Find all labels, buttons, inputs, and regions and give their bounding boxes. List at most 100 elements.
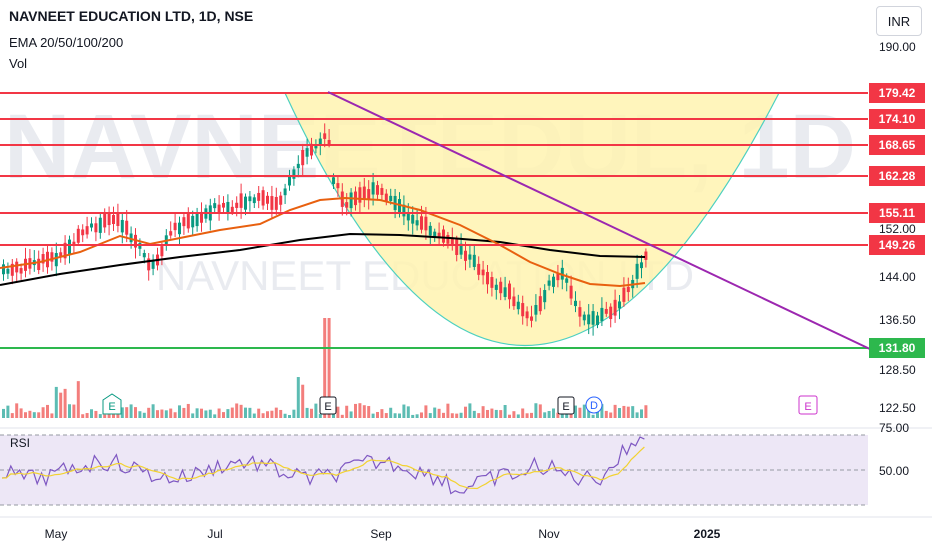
ema-indicator-label[interactable]: EMA 20/50/100/200 <box>9 35 124 50</box>
candle <box>323 133 327 139</box>
volume-bar <box>310 408 313 418</box>
candle <box>552 276 555 287</box>
volume-bar <box>464 406 467 418</box>
candle <box>213 203 217 209</box>
price-level-label: 162.28 <box>879 169 916 183</box>
volume-bar <box>376 411 379 418</box>
candle <box>112 214 115 225</box>
volume-bar <box>389 407 393 418</box>
rsi-tick: 75.00 <box>879 421 909 435</box>
candle <box>411 214 415 224</box>
volume-bar <box>98 414 102 418</box>
volume-bar <box>459 412 463 418</box>
currency-selector[interactable]: INR <box>876 6 922 36</box>
earnings-event-icon[interactable]: E <box>319 396 337 415</box>
volume-bar <box>530 412 533 418</box>
ema-50-line[interactable] <box>0 196 646 288</box>
candle <box>371 182 375 195</box>
price-tick: 128.50 <box>879 363 916 377</box>
volume-bar <box>499 410 503 418</box>
price-tick: 144.00 <box>879 270 916 284</box>
volume-bar <box>538 404 542 418</box>
volume-bar <box>81 414 85 418</box>
candle <box>582 314 586 321</box>
volume-bar <box>437 408 441 418</box>
volume-bar <box>644 405 648 418</box>
candle <box>288 176 291 186</box>
ema-200-line[interactable] <box>0 232 646 286</box>
candle <box>424 216 428 231</box>
candle <box>468 254 472 260</box>
candle <box>327 139 331 145</box>
candle <box>604 308 608 314</box>
earnings-event-icon[interactable]: E <box>798 395 818 415</box>
volume-bar <box>134 407 137 418</box>
svg-text:E: E <box>324 401 331 413</box>
volume-bar <box>151 404 155 418</box>
candle <box>600 307 604 322</box>
candle <box>349 192 353 209</box>
candle <box>340 191 344 207</box>
candle <box>160 246 164 257</box>
price-level-label: 131.80 <box>879 341 916 355</box>
candle <box>516 301 520 310</box>
candle <box>569 285 573 299</box>
volume-bar <box>446 403 450 418</box>
svg-text:E: E <box>562 401 569 413</box>
earnings-event-icon[interactable]: E <box>557 396 575 415</box>
volume-indicator-label[interactable]: Vol <box>9 56 28 71</box>
candle <box>596 315 599 326</box>
candle <box>503 287 507 297</box>
candle <box>120 219 124 233</box>
volume-bar <box>358 403 362 418</box>
candle <box>490 277 494 288</box>
volume-bar <box>604 410 608 418</box>
candle <box>442 229 445 243</box>
candle <box>283 188 287 196</box>
volume-bar <box>230 407 234 418</box>
candle <box>521 303 525 317</box>
candle <box>68 239 71 255</box>
earnings-event-icon[interactable]: E <box>102 393 122 415</box>
candle <box>389 195 393 202</box>
candle <box>85 226 89 235</box>
volume-bar <box>195 408 199 418</box>
candle <box>574 300 577 307</box>
volume-bar <box>618 408 621 418</box>
volume-bar <box>279 409 283 418</box>
volume-bar <box>147 407 151 418</box>
volume-bar <box>472 410 476 418</box>
rsi-indicator-label[interactable]: RSI <box>10 436 31 450</box>
volume-bar <box>156 410 159 418</box>
candle <box>50 252 54 262</box>
volume-bar <box>10 413 14 418</box>
candle <box>72 241 76 246</box>
candle <box>380 188 384 195</box>
candle <box>305 148 309 157</box>
candle <box>477 263 481 275</box>
candle <box>147 258 151 271</box>
dividend-event-icon[interactable]: D <box>585 396 603 414</box>
volume-bar <box>591 414 595 418</box>
volume-bar <box>257 408 261 418</box>
volume-bar <box>248 407 252 418</box>
volume-bar <box>191 413 195 418</box>
volume-bar <box>626 406 630 418</box>
candle <box>129 233 133 243</box>
volume-bar <box>217 408 221 418</box>
candle <box>362 186 366 200</box>
candle <box>534 304 538 315</box>
candle <box>618 301 621 309</box>
candle <box>336 183 340 189</box>
volume-bar <box>169 408 173 418</box>
candle <box>15 261 19 273</box>
candle <box>63 242 67 259</box>
candle <box>635 263 639 279</box>
descending-trendline[interactable] <box>327 91 873 351</box>
candle <box>406 212 410 221</box>
volume-bar <box>138 411 142 418</box>
candle <box>169 231 173 236</box>
candle <box>428 225 432 236</box>
